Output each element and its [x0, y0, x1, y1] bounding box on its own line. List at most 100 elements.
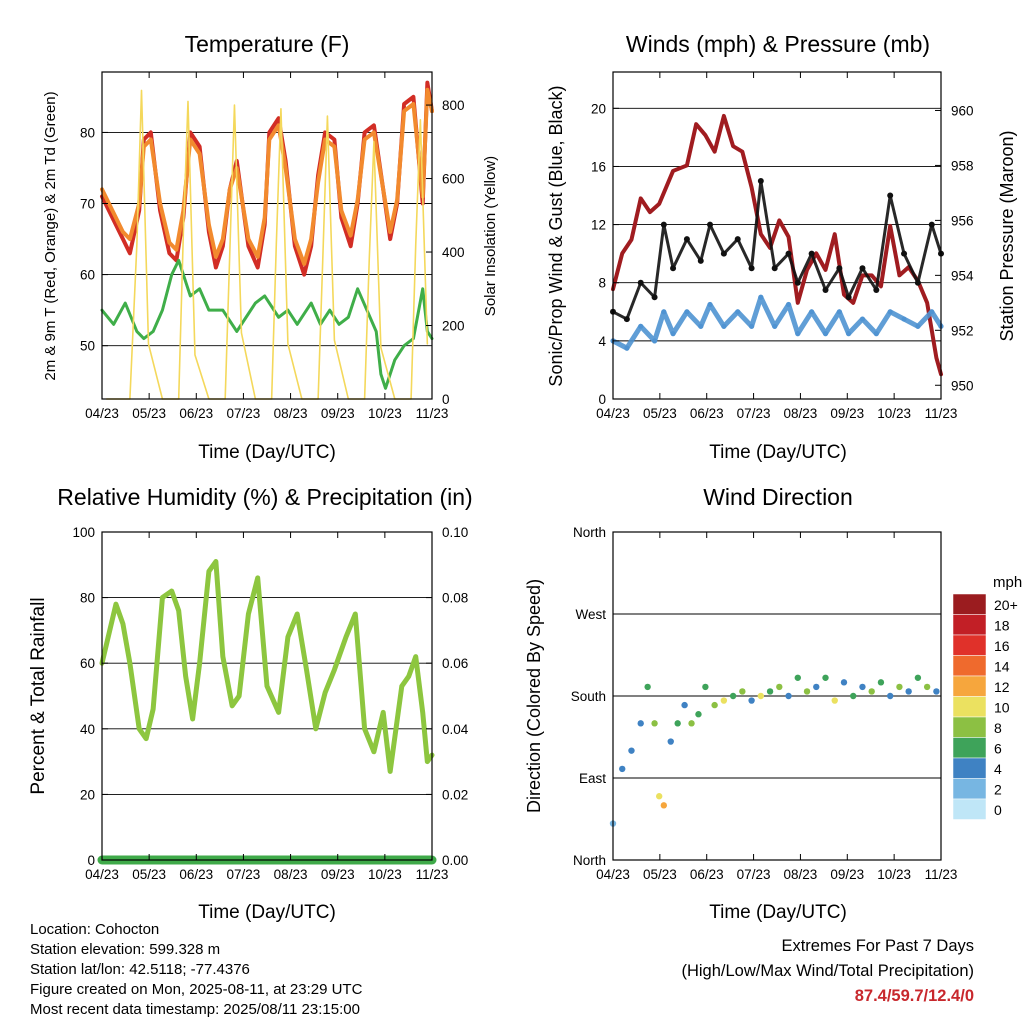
data-point	[822, 674, 829, 681]
series-line	[611, 294, 944, 351]
data-point	[794, 674, 801, 681]
x-tick-label: 05/23	[132, 406, 166, 421]
y-tick-label: South	[571, 689, 606, 704]
temperature-panel: Temperature (F) Time (Day/UTC) 2m & 9m T…	[42, 31, 499, 463]
data-point	[877, 679, 885, 686]
data-point	[859, 683, 866, 691]
data-point	[711, 701, 718, 709]
data-point	[660, 802, 668, 809]
y2-tick-label: 958	[951, 158, 974, 173]
direction-ylabel-left: Direction (Colored By Speed)	[524, 579, 544, 813]
humidity-title: Relative Humidity (%) & Precipitation (i…	[57, 484, 472, 510]
x-tick-label: 07/23	[227, 406, 261, 421]
data-point	[840, 679, 848, 686]
colorbar-label: 20+	[994, 597, 1018, 613]
extremes-subtitle: (High/Low/Max Wind/Total Precipitation)	[681, 962, 974, 980]
y-tick-label: 60	[80, 268, 95, 283]
direction-title: Wind Direction	[703, 484, 853, 510]
x-tick-label: 08/23	[784, 867, 818, 882]
series-line	[100, 258, 434, 390]
temperature-ylabel-left: 2m & 9m T (Red, Orange) & 2m Td (Green)	[42, 91, 59, 380]
recent-timestamp: Most recent data timestamp: 2025/08/11 2…	[30, 1001, 360, 1018]
y-tick-label: East	[579, 771, 606, 786]
winds-panel: Winds (mph) & Pressure (mb) Time (Day/UT…	[546, 31, 1017, 463]
data-point	[914, 674, 922, 681]
x-tick-label: 04/23	[596, 406, 630, 421]
colorbar-swatch	[952, 675, 987, 697]
colorbar-swatch	[952, 798, 987, 820]
temperature-xlabel: Time (Day/UTC)	[198, 442, 336, 463]
data-point	[766, 688, 774, 695]
colorbar-label: 10	[994, 700, 1010, 716]
colorbar-label: 8	[994, 720, 1002, 736]
series-line	[612, 179, 943, 321]
x-tick-label: 06/23	[690, 406, 724, 421]
winds-ylabel-left: Sonic/Prop Wind & Gust (Blue, Black)	[546, 85, 566, 386]
y2-tick-label: 956	[951, 213, 974, 228]
y-tick-label: 40	[80, 722, 95, 737]
series-line	[100, 87, 434, 266]
y2-tick-label: 0.00	[442, 853, 468, 868]
colorbar-label: 0	[994, 802, 1002, 818]
y2-tick-label: 400	[442, 245, 465, 260]
humidity-xlabel: Time (Day/UTC)	[198, 902, 336, 923]
speed-colorbar: 20+ 18 16 14 12 10 8 6 4 2 0	[952, 593, 1018, 820]
y2-tick-label: 0.04	[442, 722, 469, 737]
y-tick-label: 80	[80, 591, 95, 606]
x-tick-label: 11/23	[925, 406, 958, 421]
data-point	[628, 747, 635, 754]
humidity-ylabel-left: Percent & Total Rainfall	[28, 597, 49, 794]
data-point	[619, 765, 626, 773]
x-tick-label: 08/23	[274, 406, 308, 421]
x-tick-label: 11/23	[416, 867, 449, 882]
direction-panel: Wind Direction Time (Day/UTC) Direction …	[524, 484, 1022, 923]
y-tick-label: 60	[80, 656, 95, 671]
data-point	[644, 683, 651, 691]
y2-tick-label: 960	[951, 103, 974, 118]
data-point	[702, 683, 709, 691]
x-tick-label: 08/23	[784, 406, 818, 421]
y-tick-label: 16	[591, 159, 606, 174]
y2-tick-label: 0.10	[442, 525, 468, 540]
data-point	[850, 692, 857, 700]
winds-title: Winds (mph) & Pressure (mb)	[626, 31, 930, 57]
data-point	[720, 697, 728, 704]
plot-frame	[101, 531, 433, 861]
y-tick-label: North	[573, 525, 606, 540]
x-tick-label: 06/23	[179, 867, 213, 882]
winds-xlabel: Time (Day/UTC)	[709, 442, 847, 463]
station-latlon: Station lat/lon: 42.5118; -77.4376	[30, 961, 250, 978]
extremes-block: Extremes For Past 7 Days (High/Low/Max W…	[681, 934, 974, 1009]
x-tick-label: 07/23	[737, 406, 771, 421]
extremes-values: 87.4/59.7/12.4/0	[854, 987, 974, 1005]
colorbar-label: 18	[994, 618, 1010, 634]
temperature-ylabel-right: Solar Insolation (Yellow)	[482, 156, 499, 316]
data-point	[674, 720, 681, 727]
x-tick-label: 04/23	[85, 406, 119, 421]
plot-frame	[101, 71, 433, 400]
x-tick-label: 05/23	[643, 867, 677, 882]
data-point	[748, 697, 755, 704]
data-point	[831, 697, 838, 704]
data-point	[695, 711, 702, 718]
colorbar-swatch	[952, 655, 987, 677]
y2-tick-label: 0	[442, 392, 450, 407]
y-tick-label: North	[573, 853, 606, 868]
station-elevation: Station elevation: 599.328 m	[30, 941, 221, 958]
x-tick-label: 10/23	[877, 867, 911, 882]
x-tick-label: 06/23	[179, 406, 213, 421]
y2-tick-label: 0.02	[442, 787, 468, 802]
extremes-title: Extremes For Past 7 Days	[781, 937, 974, 955]
y-tick-label: 80	[80, 125, 95, 140]
x-tick-label: 04/23	[85, 867, 119, 882]
x-tick-label: 10/23	[877, 406, 911, 421]
x-tick-label: 10/23	[368, 867, 402, 882]
colorbar-label: 12	[994, 679, 1010, 695]
direction-xlabel: Time (Day/UTC)	[709, 902, 847, 923]
y-tick-label: 0	[87, 853, 95, 868]
colorbar-label: 6	[994, 741, 1002, 757]
colorbar-swatch	[952, 757, 987, 779]
x-tick-label: 05/23	[132, 867, 166, 882]
data-point	[813, 683, 820, 691]
